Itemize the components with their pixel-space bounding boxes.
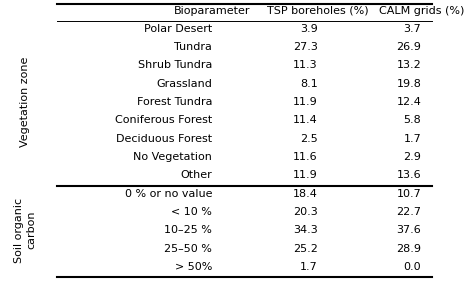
Text: 13.6: 13.6	[396, 170, 421, 180]
Text: 20.3: 20.3	[293, 207, 318, 217]
Text: 5.8: 5.8	[403, 115, 421, 125]
Text: 25.2: 25.2	[293, 244, 318, 253]
Text: 11.9: 11.9	[293, 170, 318, 180]
Text: Shrub Tundra: Shrub Tundra	[138, 60, 212, 70]
Text: 22.7: 22.7	[396, 207, 421, 217]
Text: 8.1: 8.1	[300, 79, 318, 89]
Text: Vegetation zone: Vegetation zone	[20, 57, 30, 147]
Text: 19.8: 19.8	[396, 79, 421, 89]
Text: 18.4: 18.4	[293, 189, 318, 199]
Text: Forest Tundra: Forest Tundra	[137, 97, 212, 107]
Text: 11.6: 11.6	[293, 152, 318, 162]
Text: 1.7: 1.7	[300, 262, 318, 272]
Text: 11.3: 11.3	[293, 60, 318, 70]
Text: 37.6: 37.6	[396, 225, 421, 235]
Text: 10–25 %: 10–25 %	[164, 225, 212, 235]
Text: TSP boreholes (%): TSP boreholes (%)	[267, 6, 368, 15]
Text: 2.9: 2.9	[403, 152, 421, 162]
Text: 28.9: 28.9	[396, 244, 421, 253]
Text: 25–50 %: 25–50 %	[164, 244, 212, 253]
Text: 3.9: 3.9	[300, 24, 318, 34]
Text: Coniferous Forest: Coniferous Forest	[115, 115, 212, 125]
Text: < 10 %: < 10 %	[171, 207, 212, 217]
Text: Grassland: Grassland	[156, 79, 212, 89]
Text: 27.3: 27.3	[293, 42, 318, 52]
Text: 13.2: 13.2	[396, 60, 421, 70]
Text: Other: Other	[181, 170, 212, 180]
Text: 11.9: 11.9	[293, 97, 318, 107]
Text: 0.0: 0.0	[403, 262, 421, 272]
Text: Tundra: Tundra	[175, 42, 212, 52]
Text: 12.4: 12.4	[396, 97, 421, 107]
Text: Bioparameter: Bioparameter	[174, 6, 251, 15]
Text: 10.7: 10.7	[396, 189, 421, 199]
Text: Polar Desert: Polar Desert	[144, 24, 212, 34]
Text: No Vegetation: No Vegetation	[134, 152, 212, 162]
Text: CALM grids (%): CALM grids (%)	[379, 6, 464, 15]
Text: 2.5: 2.5	[300, 134, 318, 144]
Text: 34.3: 34.3	[293, 225, 318, 235]
Text: Soil organic
carbon: Soil organic carbon	[14, 198, 36, 263]
Text: 26.9: 26.9	[396, 42, 421, 52]
Text: 0 % or no value: 0 % or no value	[125, 189, 212, 199]
Text: 11.4: 11.4	[293, 115, 318, 125]
Text: Deciduous Forest: Deciduous Forest	[116, 134, 212, 144]
Text: 1.7: 1.7	[403, 134, 421, 144]
Text: 3.7: 3.7	[403, 24, 421, 34]
Text: > 50%: > 50%	[175, 262, 212, 272]
